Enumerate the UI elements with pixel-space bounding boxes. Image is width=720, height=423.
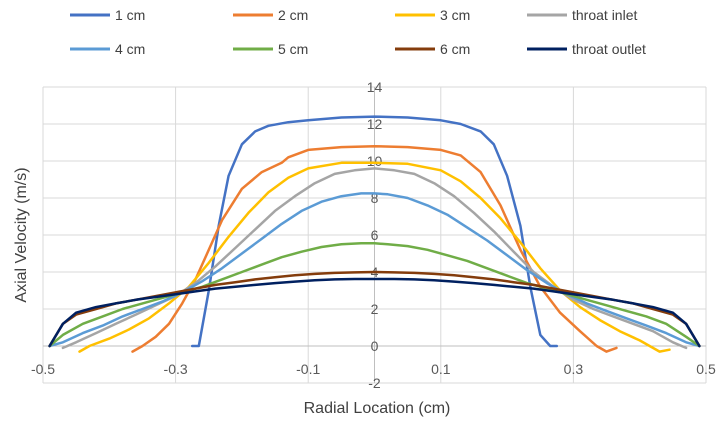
y-tick-label: 6 [371,227,379,243]
legend-label: 4 cm [115,41,145,57]
series-line-throat-outlet [48,277,701,348]
legend-label: throat outlet [572,41,646,57]
x-axis-title: Radial Location (cm) [304,400,451,417]
x-axis-ticks: -0.5 -0.3 -0.1 0.1 0.3 0.5 [31,361,716,377]
legend-item-2-cm: 2 cm [233,7,308,23]
x-tick-label: 0.3 [564,361,584,377]
legend-item-1-cm: 1 cm [70,7,145,23]
series-line-2-cm [131,144,618,353]
y-tick-label: 0 [371,338,379,354]
y-tick-label: -2 [368,375,381,391]
legend-item-3-cm: 3 cm [395,7,470,23]
y-tick-label: 2 [371,301,379,317]
legend-label: 6 cm [440,41,470,57]
legend-item-throat-inlet: throat inlet [527,7,637,23]
legend-label: 3 cm [440,7,470,23]
chart-series [48,115,701,353]
y-tick-label: 12 [367,116,383,132]
legend-item-4-cm: 4 cm [70,41,145,57]
y-tick-label: 8 [371,190,379,206]
x-tick-label: -0.1 [296,361,320,377]
series-line-5-cm [48,242,701,348]
series-line-4-cm [48,192,701,348]
legend-label: 5 cm [278,41,308,57]
y-axis-title: Axial Velocity (m/s) [13,167,30,302]
x-tick-label: -0.3 [164,361,188,377]
legend-label: 1 cm [115,7,145,23]
legend-label: throat inlet [572,7,637,23]
chart-legend: 1 cm 2 cm 3 cm throat inlet 4 cm 5 cm 6 cm thro… [70,7,646,57]
x-tick-label: 0.1 [431,361,451,377]
legend-item-6-cm: 6 cm [395,41,470,57]
series-line-3-cm [78,161,671,353]
legend-item-throat-outlet: throat outlet [527,41,646,57]
legend-label: 2 cm [278,7,308,23]
chart-gridlines [42,86,707,384]
y-tick-label: 10 [367,153,383,169]
legend-item-5-cm: 5 cm [233,41,308,57]
x-tick-label: 0.5 [696,361,716,377]
y-tick-label: 14 [367,79,383,95]
x-tick-label: -0.5 [31,361,55,377]
